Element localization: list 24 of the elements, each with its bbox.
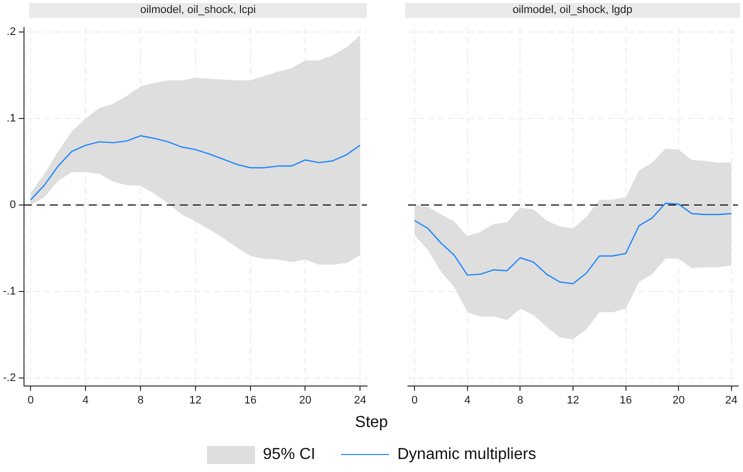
y-tick-label: -.2 [2,372,16,384]
x-axis-title: Step [354,414,389,432]
y-tick-label: 0 [10,199,16,211]
y-tick-label: .1 [6,112,16,124]
x-tick-label: 4 [82,394,89,406]
x-tick-label: 20 [299,394,312,406]
x-tick-label: 12 [189,394,202,406]
x-tick-label: 16 [244,394,256,406]
chart-title: oilmodel, oil_shock, lcpi [29,3,367,18]
x-tick-label: 8 [137,394,144,406]
text: 95% CI [262,446,316,464]
x-tick-label: 24 [725,394,738,406]
chart-title: oilmodel, oil_shock, lgdp [405,3,740,18]
x-tick-label: 4 [464,394,470,406]
legend-label: Dynamic multipliers [396,446,536,464]
x-tick-label: 0 [28,394,34,406]
y-tick-label: .2 [6,26,16,38]
x-tick-label: 8 [517,394,524,406]
y-tick-label: -.1 [2,286,16,298]
x-tick-label: 24 [354,394,366,406]
x-tick-label: 16 [620,394,632,406]
x-tick-label: 12 [566,394,580,406]
x-tick-label: 0 [412,394,418,406]
x-tick-label: 20 [672,394,685,406]
